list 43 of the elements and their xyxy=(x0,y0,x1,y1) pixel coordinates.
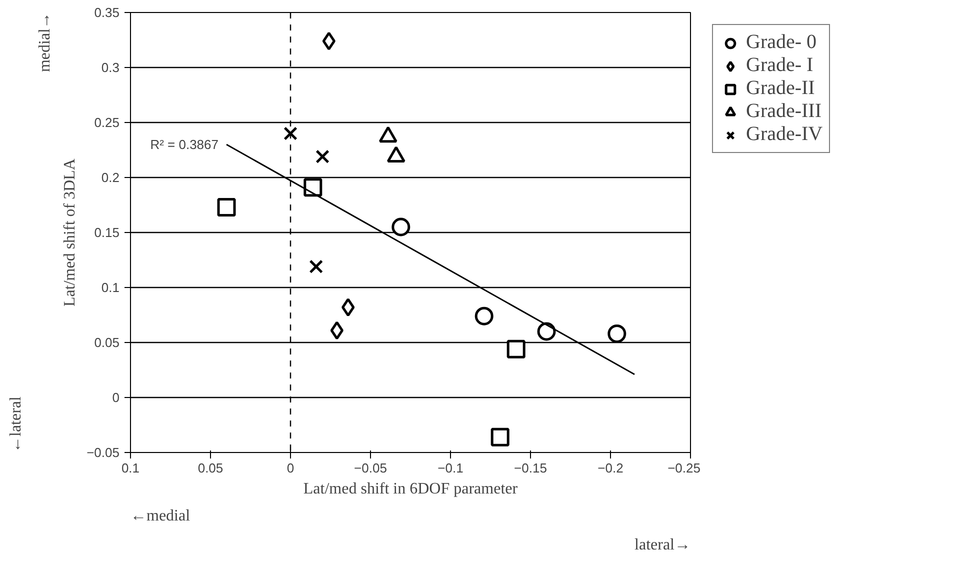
legend-label: Grade- I xyxy=(746,54,814,77)
point xyxy=(309,260,324,274)
x-tick-label: −0.1 xyxy=(438,460,464,476)
x-axis-title: Lat/med shift in 6DOF parameter xyxy=(303,480,518,498)
y-axis-title: Lat/med shift of 3DLA xyxy=(62,158,79,306)
x-tick-label: −0.15 xyxy=(514,460,547,476)
x-tick-label: 0 xyxy=(286,460,294,476)
x-tick-label: −0.2 xyxy=(598,460,624,476)
text: medial→ xyxy=(36,12,54,72)
point xyxy=(322,32,336,50)
point xyxy=(330,321,344,340)
y-tick-label: 0.35 xyxy=(94,5,120,20)
y-tick-label: 0.2 xyxy=(101,170,120,185)
y-tick-label: 0.1 xyxy=(101,280,120,295)
point xyxy=(304,178,322,197)
point xyxy=(217,198,236,216)
y-tick-label: 0.3 xyxy=(101,60,120,75)
point xyxy=(392,218,410,236)
point xyxy=(506,340,526,358)
x-tick-label: −0.05 xyxy=(354,460,387,476)
legend-label: Grade-III xyxy=(746,100,822,123)
annotation: R² = 0.3867 xyxy=(150,137,218,152)
x-tick-label: 0.05 xyxy=(198,460,224,476)
legend-label: Grade-IV xyxy=(746,123,823,146)
point xyxy=(342,298,355,317)
point xyxy=(474,306,494,326)
text: ←medial xyxy=(130,508,191,524)
text: lateral→ xyxy=(634,536,690,554)
y-tick-label: 0.15 xyxy=(94,225,120,240)
point xyxy=(316,150,330,164)
y-tick-label: −0.05 xyxy=(86,445,120,460)
y-tick-label: 0.05 xyxy=(94,335,120,350)
x-tick-label: 0.1 xyxy=(121,460,140,476)
point xyxy=(284,126,298,140)
point xyxy=(490,428,510,446)
x-tick-label: −0.25 xyxy=(668,460,701,476)
point xyxy=(608,324,626,343)
y-tick-label: 0.25 xyxy=(94,115,120,130)
legend-label: Grade- 0 xyxy=(746,31,817,54)
point xyxy=(537,322,556,341)
text: ←lateral xyxy=(8,396,24,452)
legend-label: Grade-II xyxy=(746,77,815,100)
y-tick-label: 0 xyxy=(112,390,120,405)
